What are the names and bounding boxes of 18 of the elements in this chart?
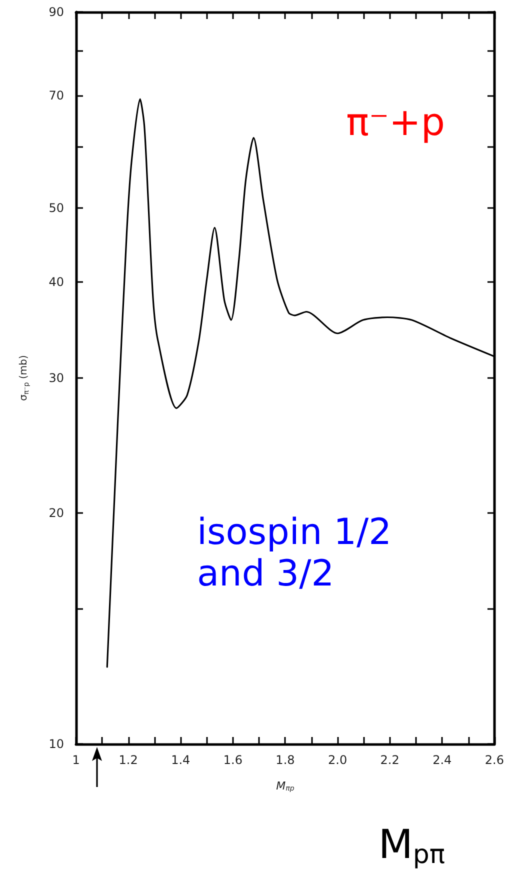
x-tick-label: 2.6 bbox=[484, 753, 504, 767]
annotation: isospin 1/2 and 3/2 bbox=[197, 512, 404, 595]
x-tick-label: 2.2 bbox=[380, 753, 400, 767]
y-tick-label: 20 bbox=[48, 506, 64, 520]
y-tick-label: 50 bbox=[48, 200, 64, 215]
x-tick-label: 2.4 bbox=[432, 753, 452, 767]
x-tick-label: 2.0 bbox=[328, 753, 348, 767]
annotation: π⁻+p bbox=[346, 100, 446, 144]
y-tick-label: 10 bbox=[48, 737, 64, 751]
y-tick-label: 30 bbox=[48, 371, 64, 385]
y-tick-label: 70 bbox=[48, 88, 64, 103]
x-tick-label: 1.8 bbox=[276, 753, 295, 767]
x-tick-label: 1.2 bbox=[118, 753, 138, 767]
y-tick-label: 40 bbox=[48, 275, 64, 290]
x-tick-label: 1.6 bbox=[223, 753, 242, 767]
y-tick-label: 90 bbox=[48, 5, 64, 19]
x-tick-label: 1 bbox=[72, 753, 80, 767]
x-tick-label: 1.4 bbox=[171, 753, 190, 767]
